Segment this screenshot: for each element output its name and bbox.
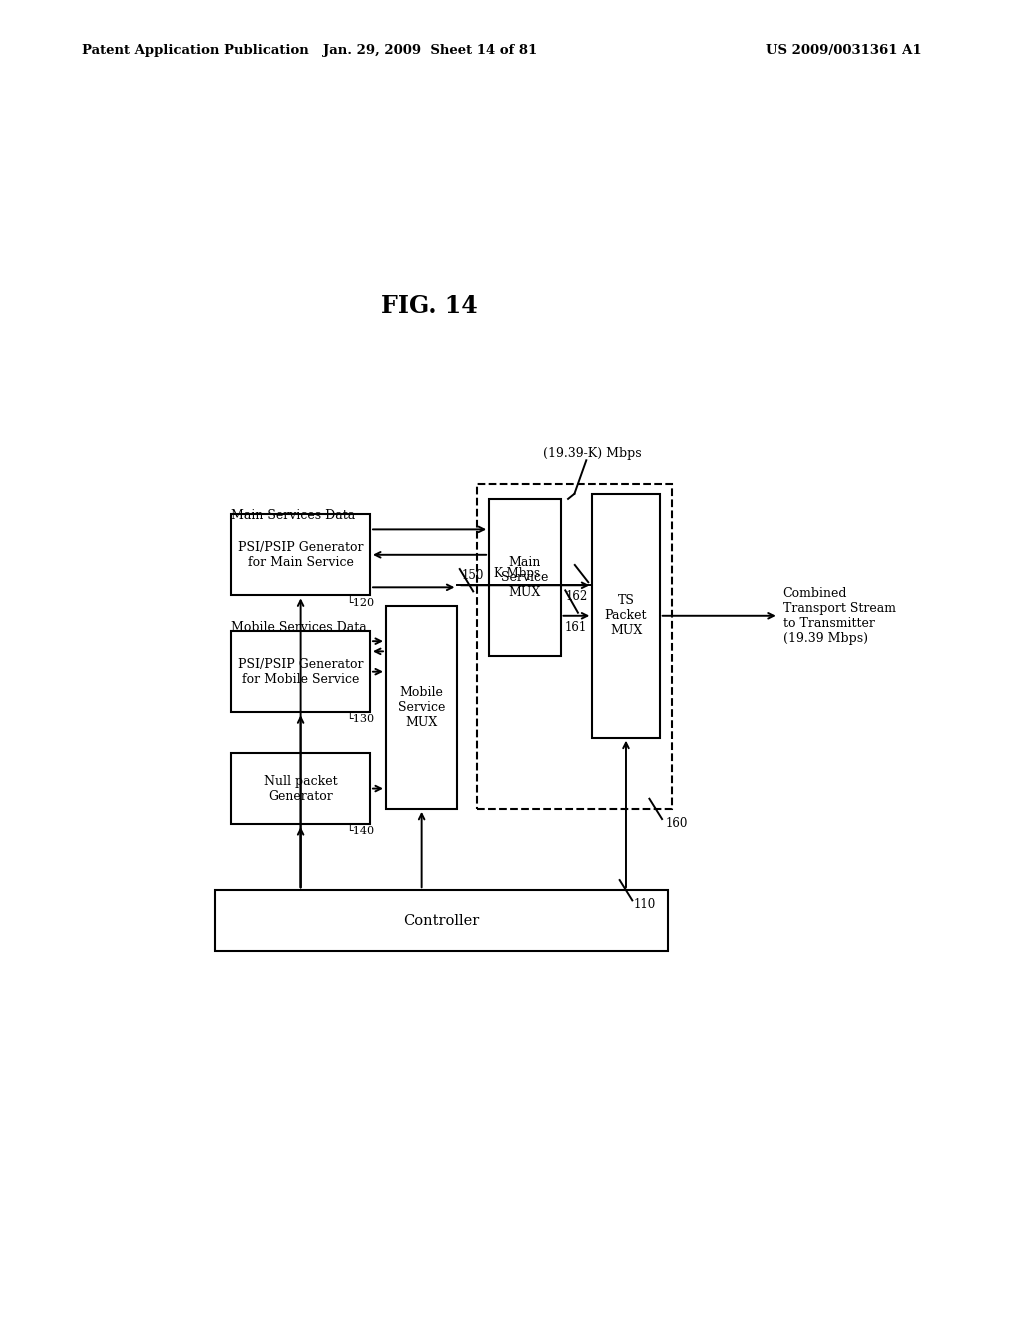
Text: └130: └130 [346,714,375,725]
Text: Combined
Transport Stream
to Transmitter
(19.39 Mbps): Combined Transport Stream to Transmitter… [782,587,896,644]
Text: Main
Service
MUX: Main Service MUX [501,556,549,599]
Bar [231,515,370,595]
Text: PSI/PSIP Generator
for Main Service: PSI/PSIP Generator for Main Service [238,541,364,569]
Text: TS
Packet
MUX: TS Packet MUX [605,594,647,638]
Text: PSI/PSIP Generator
for Mobile Service: PSI/PSIP Generator for Mobile Service [238,657,364,685]
Bar [386,606,458,809]
Text: K Mbps: K Mbps [494,568,540,581]
Bar [477,483,672,809]
Text: Null packet
Generator: Null packet Generator [264,775,338,803]
Bar [231,631,370,713]
Text: Jan. 29, 2009  Sheet 14 of 81: Jan. 29, 2009 Sheet 14 of 81 [323,44,538,57]
Bar [489,499,560,656]
Text: 161: 161 [564,620,587,634]
Bar [592,494,659,738]
Text: Main Services Data: Main Services Data [231,510,355,523]
Text: Mobile Services Data: Mobile Services Data [231,622,367,634]
Text: Mobile
Service
MUX: Mobile Service MUX [398,686,445,729]
Text: └140: └140 [346,826,375,837]
Text: Patent Application Publication: Patent Application Publication [82,44,308,57]
Text: 150: 150 [462,569,483,582]
Text: 110: 110 [634,899,656,911]
Bar [231,752,370,824]
Text: Controller: Controller [403,913,479,928]
Text: 160: 160 [666,817,688,830]
Text: US 2009/0031361 A1: US 2009/0031361 A1 [766,44,922,57]
Bar [215,890,668,952]
Text: (19.39-K) Mbps: (19.39-K) Mbps [543,447,641,461]
Text: └120: └120 [346,598,375,607]
Text: FIG. 14: FIG. 14 [381,294,478,318]
Text: 162: 162 [566,590,588,603]
